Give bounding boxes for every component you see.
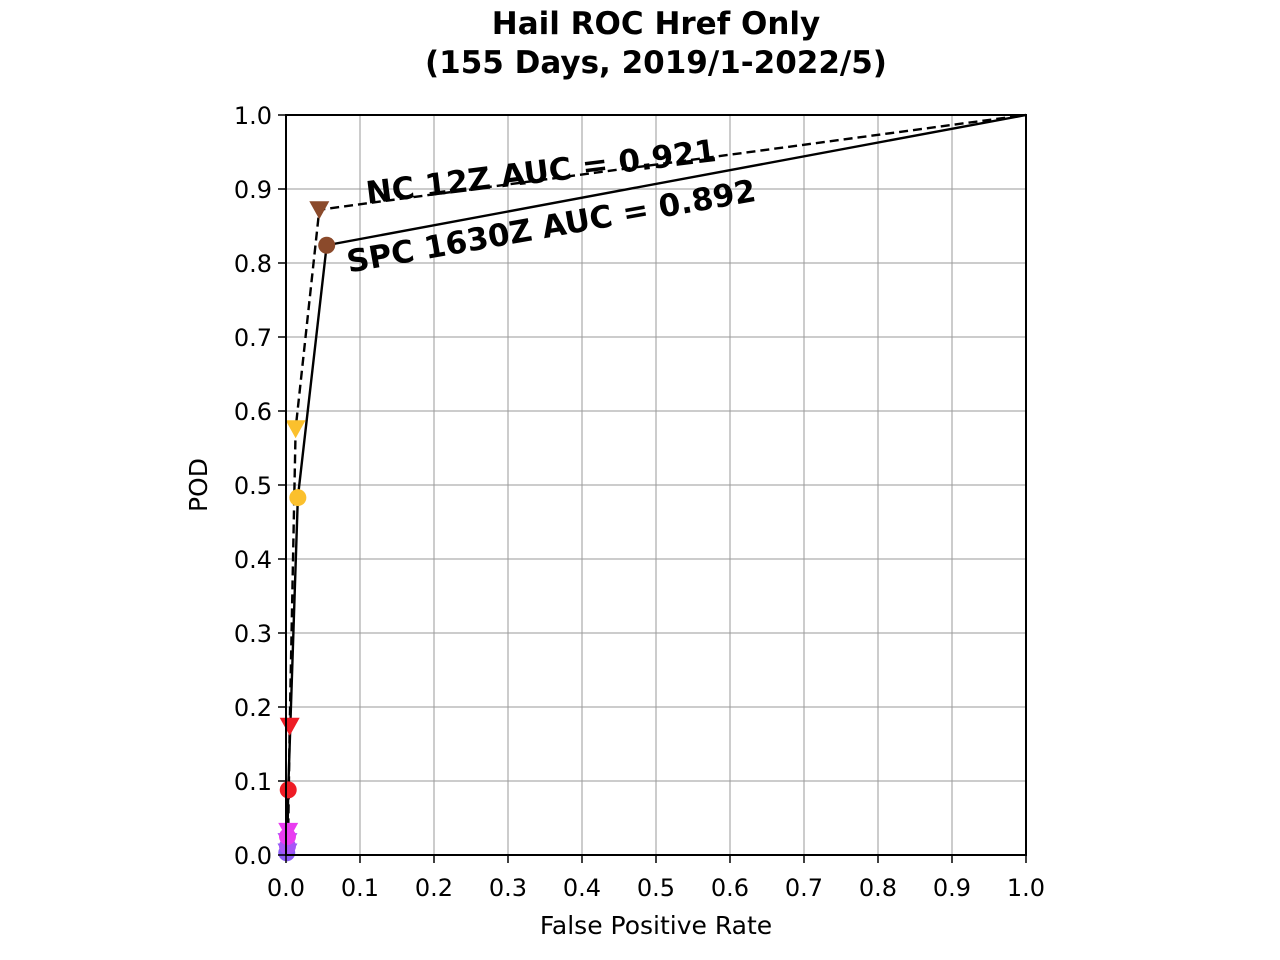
circle-marker xyxy=(318,236,336,254)
y-tick-label: 1.0 xyxy=(234,102,272,130)
y-tick-label: 0.0 xyxy=(234,842,272,870)
y-tick-label: 0.9 xyxy=(234,176,272,204)
y-tick-label: 0.4 xyxy=(234,546,272,574)
chart-title-line2: (155 Days, 2019/1-2022/5) xyxy=(425,45,887,81)
y-tick-label: 0.7 xyxy=(234,324,272,352)
circle-marker xyxy=(279,781,297,799)
x-tick-label: 0.2 xyxy=(415,874,453,902)
x-tick-label: 0.1 xyxy=(341,874,379,902)
x-tick-label: 0.5 xyxy=(637,874,675,902)
y-tick-label: 0.1 xyxy=(234,768,272,796)
x-tick-label: 0.6 xyxy=(711,874,749,902)
axis-ticks: 0.0 0.1 0.2 0.3 0.4 0.5 0.6 0.7 0.8 0.9 1.0 0.0 0.1 0… xyxy=(234,102,1045,902)
chart-title-line1: Hail ROC Href Only xyxy=(492,6,820,42)
y-tick-label: 0.3 xyxy=(234,620,272,648)
y-tick-label: 0.6 xyxy=(234,398,272,426)
y-tick-label: 0.2 xyxy=(234,694,272,722)
triangle-marker xyxy=(285,420,306,439)
x-tick-label: 0.0 xyxy=(267,874,305,902)
x-tick-label: 0.9 xyxy=(933,874,971,902)
y-tick-label: 0.8 xyxy=(234,250,272,278)
x-tick-label: 0.4 xyxy=(563,874,601,902)
x-axis-label: False Positive Rate xyxy=(540,911,772,940)
x-tick-label: 1.0 xyxy=(1007,874,1045,902)
y-tick-label: 0.5 xyxy=(234,472,272,500)
circle-marker xyxy=(289,489,307,507)
x-tick-label: 0.3 xyxy=(489,874,527,902)
triangle-marker xyxy=(279,717,300,736)
circle-marker xyxy=(278,828,296,845)
x-tick-label: 0.8 xyxy=(859,874,897,902)
y-axis-label: POD xyxy=(184,458,213,512)
triangle-marker xyxy=(309,201,330,220)
x-tick-label: 0.7 xyxy=(785,874,823,902)
